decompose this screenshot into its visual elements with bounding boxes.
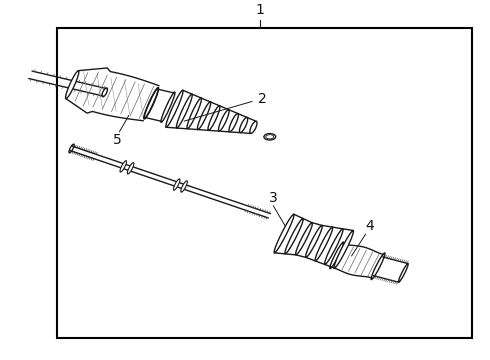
Text: 3: 3 [269,191,278,205]
Ellipse shape [219,109,229,131]
Text: 2: 2 [258,92,267,106]
Text: 4: 4 [365,220,374,233]
Ellipse shape [295,223,313,255]
Ellipse shape [334,230,353,268]
Ellipse shape [197,102,211,130]
Ellipse shape [274,214,294,253]
Ellipse shape [187,98,201,129]
Ellipse shape [306,225,322,257]
Text: 5: 5 [113,132,122,147]
Ellipse shape [208,106,220,130]
Ellipse shape [173,179,180,190]
Ellipse shape [398,264,408,282]
Ellipse shape [166,90,183,127]
Ellipse shape [127,163,134,174]
Ellipse shape [264,134,276,140]
Ellipse shape [285,219,303,254]
Ellipse shape [66,71,79,99]
Ellipse shape [229,113,239,132]
Ellipse shape [176,94,192,128]
Ellipse shape [120,161,126,172]
Ellipse shape [266,135,274,139]
Text: 1: 1 [255,3,264,17]
Bar [57,28,472,338]
Ellipse shape [324,229,343,265]
Ellipse shape [315,227,333,261]
Ellipse shape [181,181,187,192]
Ellipse shape [144,87,159,119]
Ellipse shape [250,121,257,134]
Ellipse shape [240,117,248,133]
